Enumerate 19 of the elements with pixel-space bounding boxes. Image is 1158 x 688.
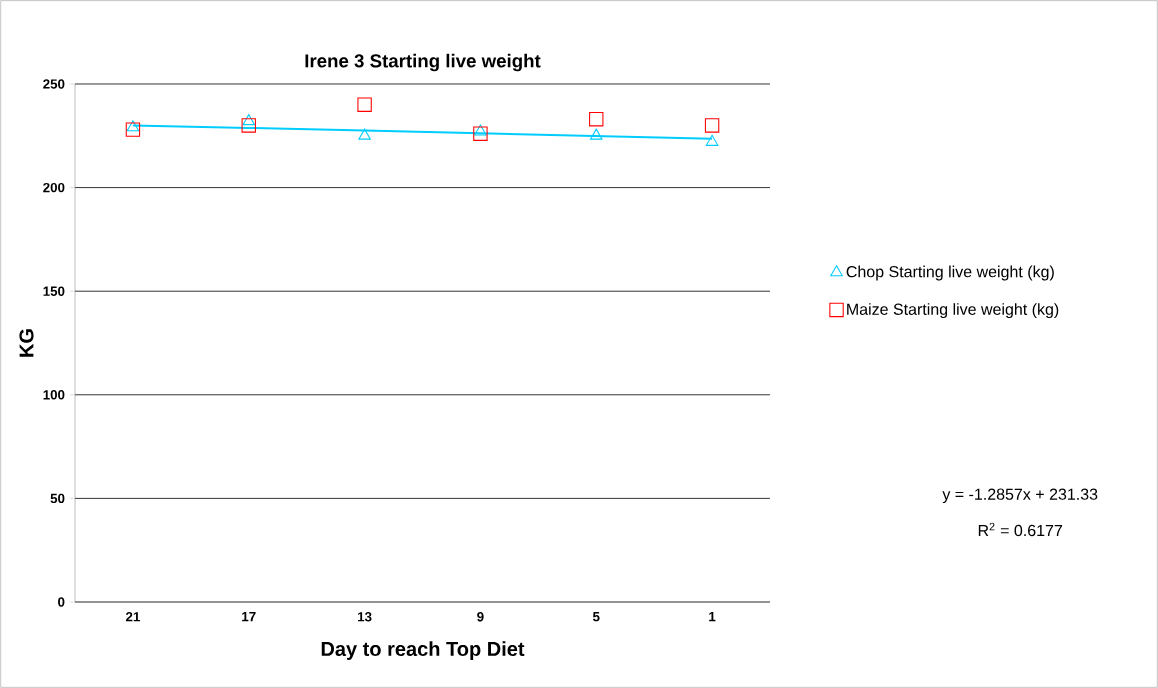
legend-label: Maize Starting live weight (kg) (847, 303, 1059, 319)
x-tick-label: 17 (242, 612, 256, 622)
x-tick-label: 5 (592, 612, 600, 622)
text: y = -1.2857x + 231.33 (942, 488, 1098, 504)
legend-label: Chop Starting live weight (kg) (846, 265, 1054, 281)
y-tick-label: 250 (43, 79, 65, 89)
y-tick-label: 50 (50, 493, 65, 504)
x-tick-label: 13 (358, 612, 372, 622)
chart-title: Irene 3 Starting live weight (305, 53, 541, 72)
x-axis-title: Day to reach Top Diet (321, 641, 525, 660)
y-tick-label: 150 (43, 286, 65, 296)
x-tick-label: 1 (709, 612, 716, 622)
y-tick-label: 200 (43, 182, 65, 193)
y-tick-label: 0 (58, 597, 65, 607)
y-tick-label: 100 (43, 390, 65, 400)
x-tick-label: 21 (125, 612, 140, 622)
text: R$^{2}$ = 0.6177 (978, 522, 1063, 537)
y-axis-title: KG (19, 329, 34, 357)
x-tick-label: 9 (477, 612, 484, 622)
